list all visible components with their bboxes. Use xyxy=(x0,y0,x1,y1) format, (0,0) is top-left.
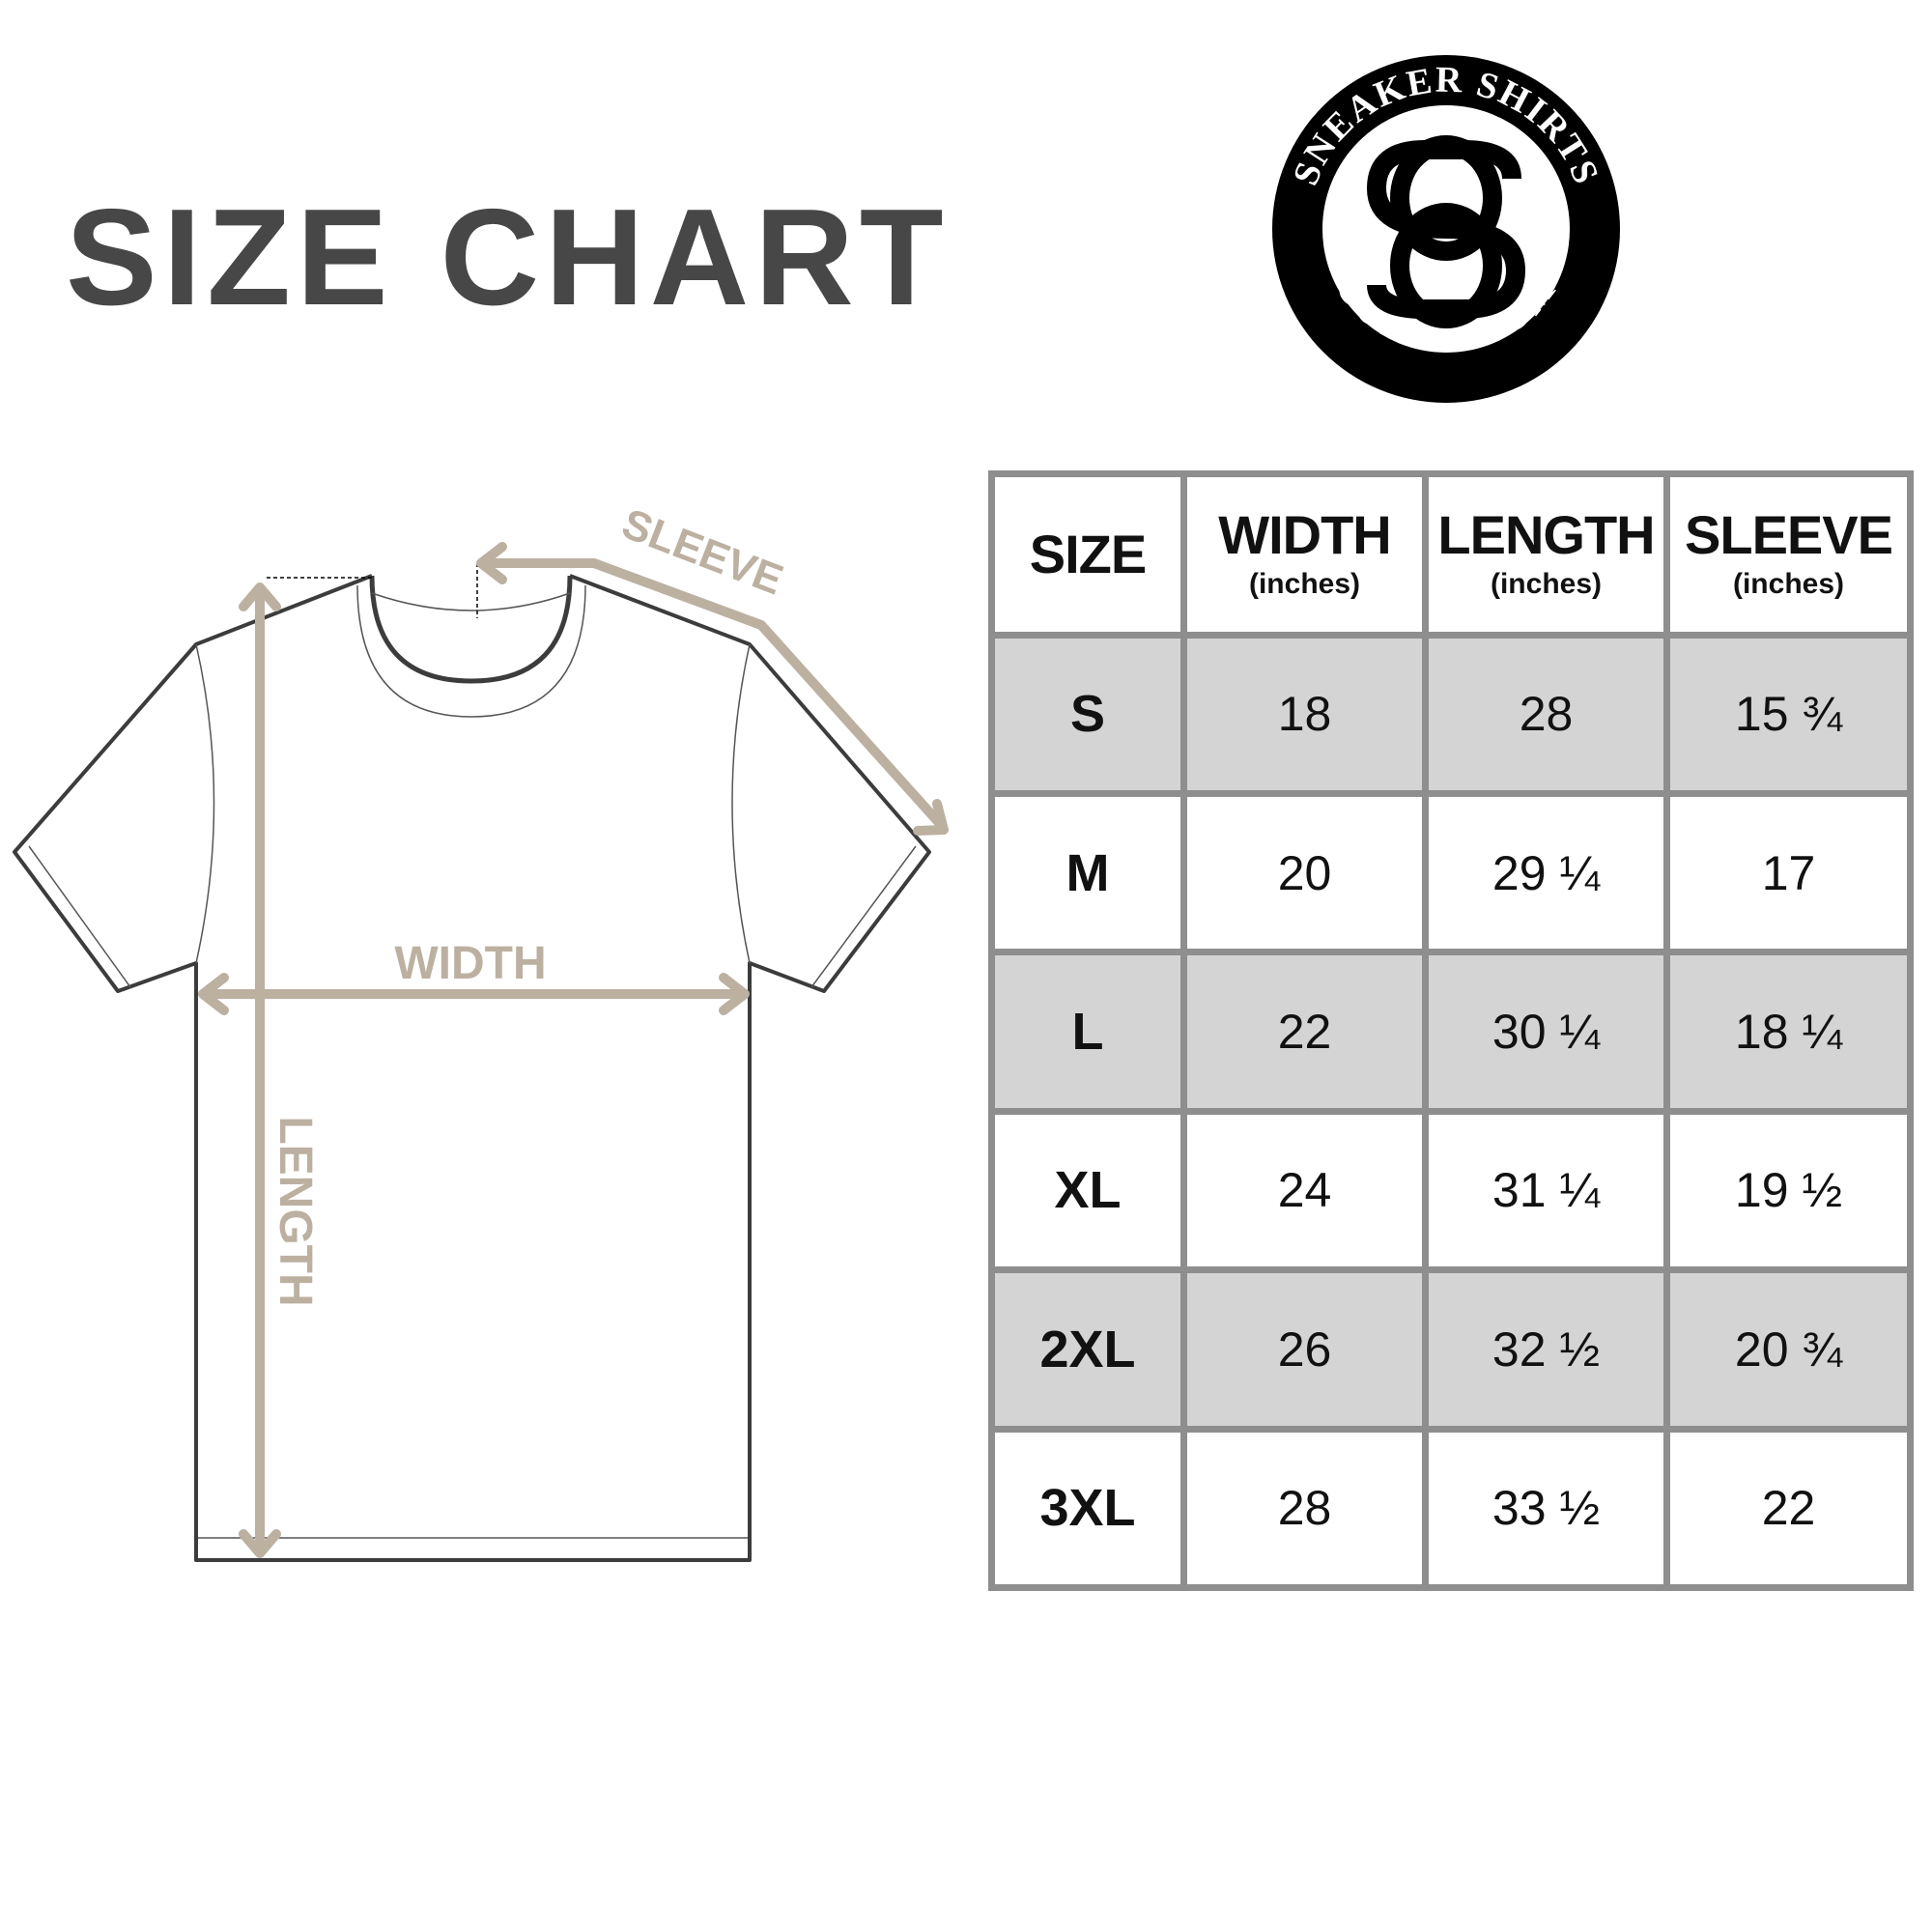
cell-sleeve: 19 ½ xyxy=(1663,1107,1914,1274)
cell-length: 32 ½ xyxy=(1422,1266,1670,1433)
brand-logo: SNEAKER SHIRTS OUTLET.COM xyxy=(1272,55,1620,403)
header-size: SIZE xyxy=(988,470,1187,639)
table-row: 2XL 26 32 ½ 20 ¾ xyxy=(988,1266,1914,1433)
cell-width: 28 xyxy=(1180,1425,1429,1592)
cell-length: 30 ¼ xyxy=(1422,949,1670,1115)
cell-width: 20 xyxy=(1180,789,1429,956)
header-sleeve: SLEEVE (inches) xyxy=(1663,470,1914,639)
table-row: L 22 30 ¼ 18 ¼ xyxy=(988,949,1914,1115)
cell-sleeve: 17 xyxy=(1663,789,1914,956)
monogram-icon xyxy=(1366,135,1526,328)
cell-sleeve: 18 ¼ xyxy=(1663,949,1914,1115)
table-header-row: SIZE WIDTH (inches) LENGTH (inches) SLEEVE… xyxy=(988,470,1914,639)
width-label: WIDTH xyxy=(394,938,546,989)
sleeve-label: SLEEVE xyxy=(615,499,789,604)
page-title: SIZE CHART xyxy=(66,189,996,327)
cell-width: 26 xyxy=(1180,1266,1429,1433)
title-word-size: SIZE xyxy=(66,181,394,334)
table-row: XL 24 31 ¼ 19 ½ xyxy=(988,1107,1914,1274)
sleeve-arrow xyxy=(476,542,949,836)
tshirt-outline xyxy=(13,574,931,1562)
cell-width: 18 xyxy=(1180,631,1429,797)
length-label: LENGTH xyxy=(270,1116,321,1306)
cell-size: S xyxy=(988,631,1187,797)
cell-size: M xyxy=(988,789,1187,956)
table-row: M 20 29 ¼ 17 xyxy=(988,789,1914,956)
measurement-arrows xyxy=(198,542,949,1558)
cell-size: 2XL xyxy=(988,1266,1187,1433)
header-length: LENGTH (inches) xyxy=(1422,470,1670,639)
header-width: WIDTH (inches) xyxy=(1180,470,1429,639)
length-arrow xyxy=(239,582,281,1558)
title-word-chart: CHART xyxy=(440,181,950,334)
cell-sleeve: 15 ¾ xyxy=(1663,631,1914,797)
table-row: 3XL 28 33 ½ 22 xyxy=(988,1425,1914,1592)
cell-length: 28 xyxy=(1422,631,1670,797)
cell-length: 29 ¼ xyxy=(1422,789,1670,956)
cell-size: XL xyxy=(988,1107,1187,1274)
cell-size: 3XL xyxy=(988,1425,1187,1592)
cell-width: 22 xyxy=(1180,949,1429,1115)
width-arrow xyxy=(198,973,750,1015)
cell-length: 33 ½ xyxy=(1422,1425,1670,1592)
table-row: S 18 28 15 ¾ xyxy=(988,631,1914,797)
size-table: SIZE WIDTH (inches) LENGTH (inches) SLEEVE… xyxy=(988,470,1914,1592)
cell-sleeve: 20 ¾ xyxy=(1663,1266,1914,1433)
cell-length: 31 ¼ xyxy=(1422,1107,1670,1274)
cell-width: 24 xyxy=(1180,1107,1429,1274)
cell-sleeve: 22 xyxy=(1663,1425,1914,1592)
tshirt-diagram: WIDTH LENGTH SLEEVE xyxy=(13,499,949,1562)
cell-size: L xyxy=(988,949,1187,1115)
